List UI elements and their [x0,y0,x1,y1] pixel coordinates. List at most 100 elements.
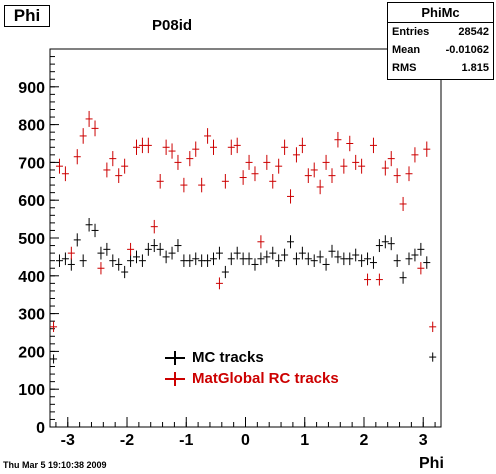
mc-point [144,242,152,256]
mc-point [417,242,425,256]
mc-point [156,242,164,256]
rc-point [91,120,99,137]
mc-point [369,256,377,269]
stats-row-entries: Entries 28542 [388,23,493,41]
legend-item-rc: MatGlobal RC tracks [165,368,339,389]
rc-point [204,128,212,144]
rc-point [115,168,123,183]
rc-point [239,170,247,185]
rc-point [73,149,81,165]
stats-box: PhiMc Entries 28542 Mean -0.01062 RMS 1.… [387,2,494,80]
rc-point [156,174,164,189]
mc-point [174,239,182,253]
y-tick-label: 900 [18,80,45,97]
rc-point [198,177,206,193]
rc-point [221,174,229,189]
rc-point [375,273,383,286]
x-tick-label: 3 [419,432,428,449]
mc-point [364,252,372,266]
mc-point [399,271,407,284]
stats-label: RMS [392,62,417,74]
stats-row-mean: Mean -0.01062 [388,41,493,59]
rc-point [275,158,283,174]
mc-point [221,265,229,279]
x-tick-label: -1 [179,432,193,449]
rc-point [61,166,69,182]
rc-point [233,137,241,154]
mc-point [346,252,354,266]
rc-point [121,158,129,174]
mc-point [227,252,235,266]
rc-point [346,135,354,152]
rc-point [138,137,146,154]
rc-point [298,137,306,154]
mc-point [310,254,318,267]
x-tick-label: -2 [120,432,134,449]
plot-title: P08id [152,17,193,34]
legend-marker-rc [165,371,185,386]
mc-point [275,254,283,267]
y-tick-label: 600 [18,193,45,210]
mc-point [257,252,265,266]
mc-point [411,248,419,262]
mc-point [109,254,117,267]
rc-point [127,242,135,256]
rc-point [97,262,105,275]
mc-point [186,254,194,267]
y-tick-label: 0 [36,420,45,437]
y-tick-label: 500 [18,231,45,248]
mc-point [115,258,123,271]
rc-point [423,141,431,157]
rc-point [180,177,188,193]
mc-point [192,252,200,266]
mc-point [423,256,431,269]
rc-point [263,154,271,170]
rc-point [103,162,111,178]
mc-point [263,250,271,264]
mc-point [322,258,330,271]
rc-point [328,168,336,183]
mc-point [97,246,105,260]
rc-point [411,147,419,163]
stats-title: PhiMc [388,3,493,23]
x-tick-label: 1 [300,432,309,449]
rc-point [322,154,330,170]
stats-row-rms: RMS 1.815 [388,59,493,77]
mc-point [180,254,188,267]
rc-point [399,196,407,212]
rc-point [281,139,289,155]
mc-point [287,235,295,249]
mc-point [251,258,259,271]
mc-point [316,250,324,264]
x-tick-label: -3 [61,432,75,449]
rc-point [162,139,170,155]
rc-point [358,158,366,174]
timestamp-footer: Thu Mar 5 19:10:38 2009 [3,460,107,470]
rc-point [85,110,93,127]
rc-point [215,277,223,290]
stats-label: Mean [392,44,421,56]
mc-point [239,252,247,266]
rc-point [109,151,117,167]
mc-point [55,254,63,267]
stats-value: -0.01062 [445,44,489,56]
rc-point [269,174,277,189]
rc-point [287,189,295,204]
stats-value: 1.815 [461,62,489,74]
mc-point [168,246,176,260]
rc-point [304,168,312,183]
rc-point [393,168,401,183]
mc-point [340,252,348,266]
mc-point [328,244,336,258]
mc-point [281,248,289,262]
mc-point [393,254,401,267]
rc-point [316,179,324,195]
x-axis-label: Phi [419,455,444,472]
legend-label-mc: MC tracks [192,349,264,366]
x-tick-label: 0 [241,432,250,449]
mc-point [334,250,342,264]
mc-point [298,246,306,260]
mc-point [204,254,212,267]
mc-point [73,233,81,247]
rc-point [210,139,218,155]
